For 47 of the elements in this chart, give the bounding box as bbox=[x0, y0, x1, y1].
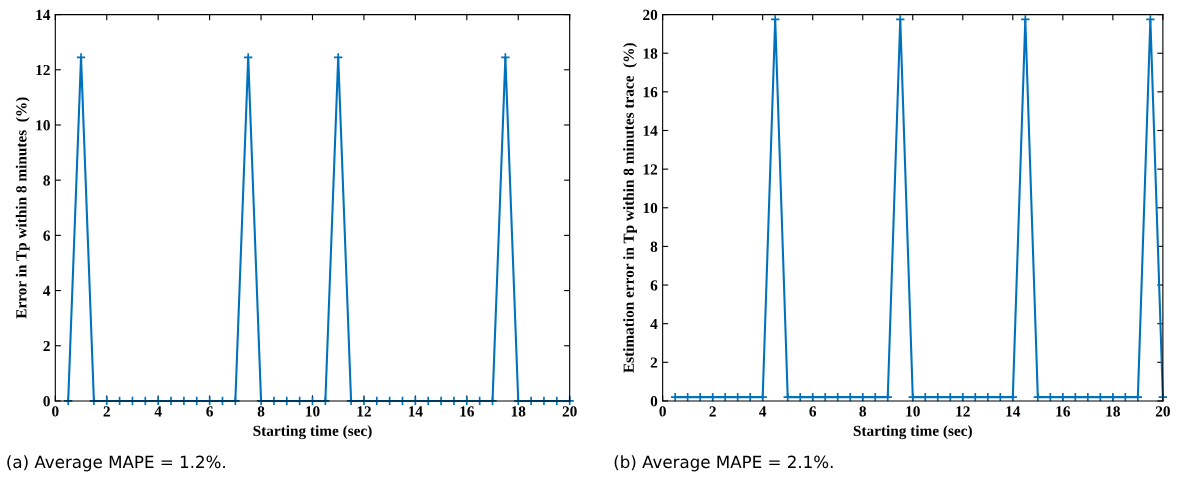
text: (b) Average MAPE = 2.1%. bbox=[614, 455, 833, 472]
x-tick-label: 18 bbox=[511, 406, 526, 417]
y-tick-label: 8 bbox=[650, 241, 658, 252]
y-tick-label: 4 bbox=[43, 285, 51, 296]
y-tick-label: 2 bbox=[43, 340, 50, 352]
x-tick-label: 12 bbox=[357, 406, 371, 417]
y-tick-label: 6 bbox=[650, 280, 658, 291]
y-tick-label: 16 bbox=[643, 87, 658, 98]
x-tick-label: 4 bbox=[759, 406, 767, 417]
x-tick-label: 10 bbox=[906, 406, 920, 417]
y-axis-title: Error in Tp within 8 minutes (%) bbox=[15, 97, 30, 319]
x-axis-title: Starting time (sec) bbox=[253, 425, 372, 440]
y-tick-label: 14 bbox=[643, 125, 658, 136]
y-tick-label: 2 bbox=[650, 357, 658, 368]
x-tick-label: 14 bbox=[1006, 406, 1021, 417]
x-tick-label: 12 bbox=[956, 406, 970, 417]
x-tick-label: 14 bbox=[408, 406, 423, 417]
x-tick-label: 2 bbox=[709, 406, 716, 417]
x-tick-label: 20 bbox=[1155, 406, 1170, 417]
text: (a) Average MAPE = 1.2%. bbox=[7, 455, 225, 472]
x-tick-label: 6 bbox=[206, 406, 213, 417]
y-tick-label: 4 bbox=[650, 318, 658, 329]
x-tick-label: 6 bbox=[809, 406, 817, 417]
x-tick-label: 2 bbox=[103, 406, 110, 417]
y-tick-label: 20 bbox=[643, 9, 658, 21]
x-axis-title: Starting time (sec) bbox=[853, 425, 972, 440]
x-tick-label: 8 bbox=[859, 406, 867, 417]
y-tick-label: 18 bbox=[643, 48, 658, 59]
x-tick-label: 20 bbox=[562, 406, 577, 417]
x-tick-label: 4 bbox=[154, 406, 162, 417]
y-axis-title: Estimation error in Tp within 8 minutes trace (%) bbox=[623, 43, 637, 373]
y-tick-label: 0 bbox=[43, 396, 50, 407]
y-tick-label: 12 bbox=[643, 164, 658, 175]
y-tick-label: 8 bbox=[43, 175, 50, 186]
x-tick-label: 8 bbox=[257, 406, 265, 417]
y-tick-label: 14 bbox=[36, 9, 51, 20]
y-tick-label: 12 bbox=[36, 64, 50, 76]
y-tick-label: 10 bbox=[643, 202, 658, 214]
x-tick-label: 0 bbox=[52, 406, 59, 417]
y-tick-label: 6 bbox=[43, 230, 51, 241]
x-tick-label: 16 bbox=[1056, 406, 1071, 417]
x-tick-label: 10 bbox=[306, 406, 320, 417]
x-tick-label: 0 bbox=[659, 406, 666, 417]
x-tick-label: 16 bbox=[460, 406, 474, 417]
y-tick-label: 0 bbox=[650, 396, 658, 407]
y-tick-label: 10 bbox=[36, 120, 50, 131]
x-tick-label: 18 bbox=[1106, 406, 1120, 417]
